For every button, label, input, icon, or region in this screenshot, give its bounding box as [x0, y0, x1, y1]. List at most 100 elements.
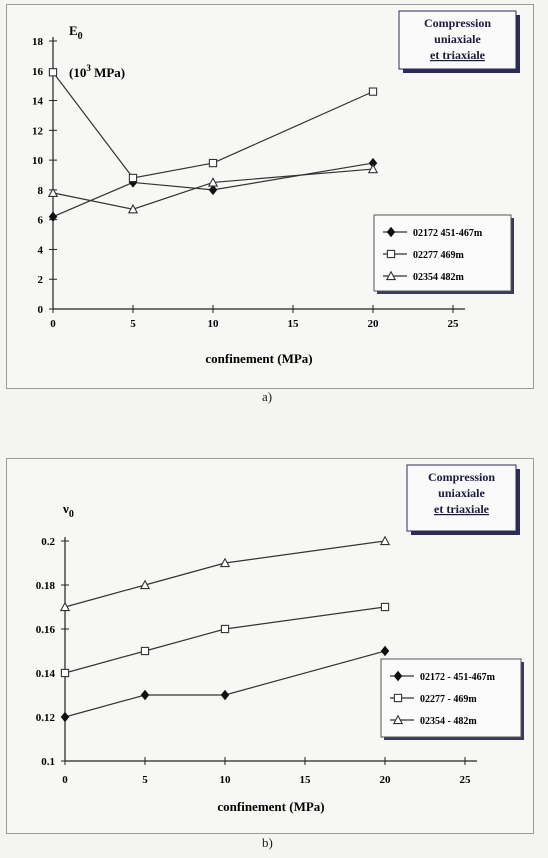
series-1-line [64, 606, 386, 674]
y-tick-label: 0.12 [36, 712, 56, 724]
series-2 [47, 163, 379, 214]
series-0-line [52, 162, 374, 218]
series-2-point [367, 163, 379, 174]
series-1-point [380, 602, 390, 612]
y-axis-unit-post: MPa) [91, 65, 125, 80]
legend-entry: 02354 482m [413, 272, 465, 283]
series-1-point [208, 158, 218, 168]
chart-a-svg: 0 2 4 6 8 10 12 14 16 18 0 5 10 15 20 25 confinement (MP… [32, 10, 520, 366]
y-axis-subscript: 0 [69, 509, 74, 520]
chart-panel-b: 0.1 0.12 0.14 0.16 0.18 0.2 0 5 10 15 20 25 confinem… [6, 458, 534, 834]
x-tick-label: 0 [62, 774, 68, 786]
x-axis-title: confinement (MPa) [205, 351, 312, 366]
y-axis-title: ν0 [62, 501, 74, 520]
series-1-point [368, 87, 378, 96]
series-0-point [140, 689, 150, 701]
series-2-point [219, 557, 231, 568]
y-tick-label: 0.1 [41, 756, 55, 768]
series-0-line [64, 650, 386, 718]
y-axis-unit-pre: (10 [69, 65, 86, 80]
series-0-point [48, 211, 58, 222]
y-tick-label: 0 [38, 304, 44, 316]
series-2-line [64, 540, 386, 608]
x-tick-label: 25 [460, 774, 472, 786]
series-1-point [140, 646, 150, 656]
x-tick-label: 20 [380, 774, 392, 786]
legend-entry: 02172 451-467m [413, 228, 483, 239]
title-box [406, 464, 517, 532]
legend-entry: 02277 469m [413, 250, 465, 261]
x-tick-label: 15 [300, 774, 312, 786]
legend-entry: 02354 - 482m [420, 716, 477, 727]
legend-marker [393, 693, 403, 703]
y-axis-symbol: E [69, 23, 78, 38]
legend-box [373, 214, 512, 292]
y-tick-label: 8 [38, 185, 44, 197]
title-box [398, 10, 517, 70]
series-1-point [220, 624, 230, 634]
y-tick-label: 0.16 [36, 624, 56, 636]
series-0-point [208, 184, 218, 196]
series-0 [48, 157, 378, 222]
chart-title-line: Compression [428, 470, 495, 484]
series-0-point [380, 645, 390, 657]
legend-marker [385, 270, 397, 281]
series-2-point [379, 535, 391, 546]
y-axis-symbol: ν [62, 501, 69, 516]
y-tick-label: 10 [32, 155, 44, 167]
series-0-point [220, 689, 230, 701]
y-tick-label: 0.18 [36, 580, 56, 592]
chart-panel-a: 0 2 4 6 8 10 12 14 16 18 0 5 10 15 20 25 confinement (MP… [6, 4, 534, 389]
y-axis-title: E0 [69, 23, 83, 42]
series-1-point [60, 668, 70, 678]
series-1 [60, 602, 390, 678]
x-tick-label: 25 [448, 318, 460, 330]
series-2-point [207, 177, 219, 187]
y-tick-label: 0.2 [41, 536, 55, 548]
legend-marker [392, 714, 404, 725]
panel-label-b: b) [262, 835, 273, 850]
series-2-point [59, 601, 71, 612]
y-tick-label: 2 [38, 274, 44, 286]
x-tick-label: 0 [50, 318, 56, 330]
y-axis-unit: (103 MPa) [69, 63, 125, 80]
y-tick-label: 16 [32, 66, 44, 78]
y-tick-label: 18 [32, 36, 44, 48]
chart-b-svg: 0.1 0.12 0.14 0.16 0.18 0.2 0 5 10 15 20 25 confinem… [36, 464, 524, 814]
legend-marker [386, 226, 396, 238]
series-2-line [52, 168, 374, 210]
chart-title-line: uniaxiale [438, 486, 485, 500]
legend-marker [393, 670, 403, 682]
series-2-point [139, 579, 151, 590]
panel-label-a: a) [262, 389, 273, 404]
legend-marker [386, 249, 396, 259]
y-tick-label: 6 [38, 215, 44, 227]
chart-title-line: et triaxiale [434, 502, 490, 516]
chart-title-line: Compression [424, 16, 491, 30]
series-1-point [128, 173, 138, 183]
x-axis-title: confinement (MPa) [217, 799, 324, 814]
series-0-point [60, 711, 70, 723]
x-tick-label: 10 [220, 774, 232, 786]
y-tick-label: 12 [32, 125, 44, 137]
x-tick-label: 5 [142, 774, 148, 786]
series-0 [60, 645, 390, 723]
chart-title-line: et triaxiale [430, 48, 486, 62]
x-tick-label: 10 [208, 318, 220, 330]
y-tick-label: 14 [32, 96, 44, 108]
series-2-point [127, 203, 139, 214]
legend-entry: 02172 - 451-467m [420, 672, 496, 683]
x-tick-label: 5 [130, 318, 136, 330]
series-2 [59, 535, 391, 612]
legend-entry: 02277 - 469m [420, 694, 477, 705]
x-tick-label: 15 [288, 318, 300, 330]
chart-title-line: uniaxiale [434, 32, 481, 46]
series-1-line [52, 71, 374, 179]
y-tick-label: 4 [38, 244, 44, 256]
series-1 [48, 68, 378, 183]
y-axis-subscript: 0 [78, 31, 83, 42]
series-2-point [47, 187, 59, 198]
y-tick-label: 0.14 [36, 668, 56, 680]
y-axis-unit-sup: 3 [86, 63, 91, 73]
x-tick-label: 20 [368, 318, 380, 330]
